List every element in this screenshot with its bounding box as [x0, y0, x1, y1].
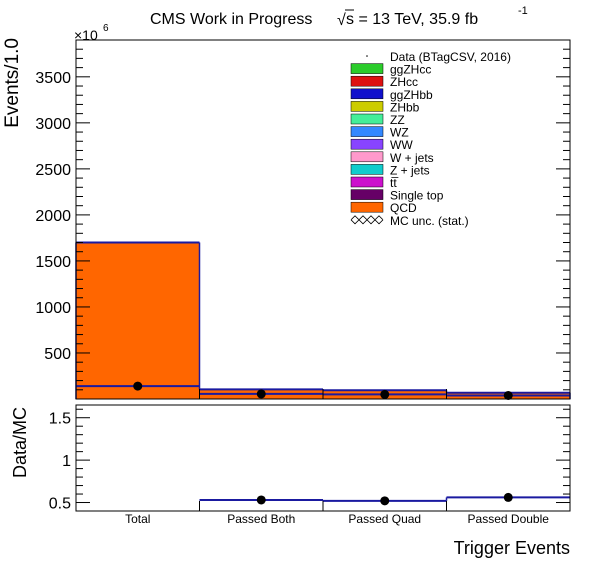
data-point: [133, 381, 143, 391]
y-tick-label: 1000: [35, 300, 71, 317]
chart-title: CMS Work in Progress: [150, 11, 312, 28]
legend-swatch: [350, 101, 384, 112]
legend-swatch: [350, 201, 384, 213]
y-tick-label: 3000: [35, 116, 71, 133]
legend-swatch: [350, 88, 384, 100]
ratio-point: [503, 492, 513, 502]
x-category-label: Passed Quad: [348, 512, 421, 526]
y-tick-label: 500: [44, 346, 71, 363]
stack-bar: [76, 242, 200, 399]
data-point: [256, 389, 266, 399]
y-tick-label: 2000: [35, 208, 71, 225]
data-point: [380, 389, 390, 399]
legend-swatch: [350, 164, 384, 175]
ratio-point: [380, 496, 390, 506]
x-category-label: Total: [125, 512, 150, 526]
legend-swatch: [350, 138, 384, 150]
legend-swatch: [350, 75, 384, 87]
legend-label: Single top: [390, 189, 444, 203]
x-category-label: Passed Both: [227, 512, 295, 526]
lumi-exponent: -1: [518, 5, 528, 17]
legend-label: Z + jets: [390, 163, 430, 177]
legend-unc-swatch: [350, 215, 384, 225]
legend-label: W + jets: [390, 151, 434, 165]
ratio-y-tick-label: 0.5: [49, 496, 71, 513]
legend-label: MC unc. (stat.): [390, 214, 469, 228]
upper-y-axis-title: Events/1.0: [2, 38, 23, 128]
legend-label: WW: [390, 138, 413, 152]
legend-swatch: [350, 63, 384, 74]
ratio-plot-area: 0.5 1 1.5 Total Passed Both Passed Quad Passed…: [49, 404, 571, 526]
lower-frame: [75, 404, 571, 512]
legend: Data (BTagCSV, 2016)ggZHccZHccggZHbbZHbb…: [350, 50, 511, 228]
legend-label: Data (BTagCSV, 2016): [390, 50, 511, 64]
energy-lumi-label: s = 13 TeV, 35.9 fb: [346, 11, 478, 28]
legend-data-marker: [366, 55, 368, 57]
y-tick-label: 2500: [35, 162, 71, 179]
legend-swatch: [350, 113, 384, 125]
ratio-y-tick-label: 1: [62, 453, 71, 470]
y-multiplier-exp: 6: [103, 23, 109, 34]
data-point: [503, 391, 513, 401]
legend-swatch: [350, 176, 384, 188]
y-tick-label: 3500: [35, 70, 71, 87]
legend-label: QCD: [390, 201, 417, 215]
legend-label: tt̅: [390, 176, 399, 190]
x-axis-title: Trigger Events: [454, 538, 570, 558]
lower-y-axis-title: Data/MC: [10, 407, 30, 478]
upper-plot-area: 500 1000 1500 2000 2500 3000 3500: [35, 39, 571, 401]
x-category-label: Passed Double: [468, 512, 550, 526]
legend-label: ZHcc: [390, 75, 418, 89]
ratio-y-tick-label: 1.5: [49, 411, 71, 428]
ratio-point: [256, 495, 266, 505]
legend-label: ggZHbb: [390, 88, 433, 102]
legend-swatch: [350, 189, 384, 200]
legend-label: ZZ: [390, 113, 405, 127]
sqrt-symbol: √: [337, 12, 346, 29]
legend-swatch: [350, 126, 384, 137]
legend-label: WZ: [390, 126, 409, 140]
legend-swatch: [350, 151, 384, 163]
y-tick-label: 1500: [35, 254, 71, 271]
legend-label: ZHbb: [390, 100, 420, 114]
legend-label: ggZHcc: [390, 63, 431, 77]
y-multiplier-base: ×10: [74, 27, 98, 43]
